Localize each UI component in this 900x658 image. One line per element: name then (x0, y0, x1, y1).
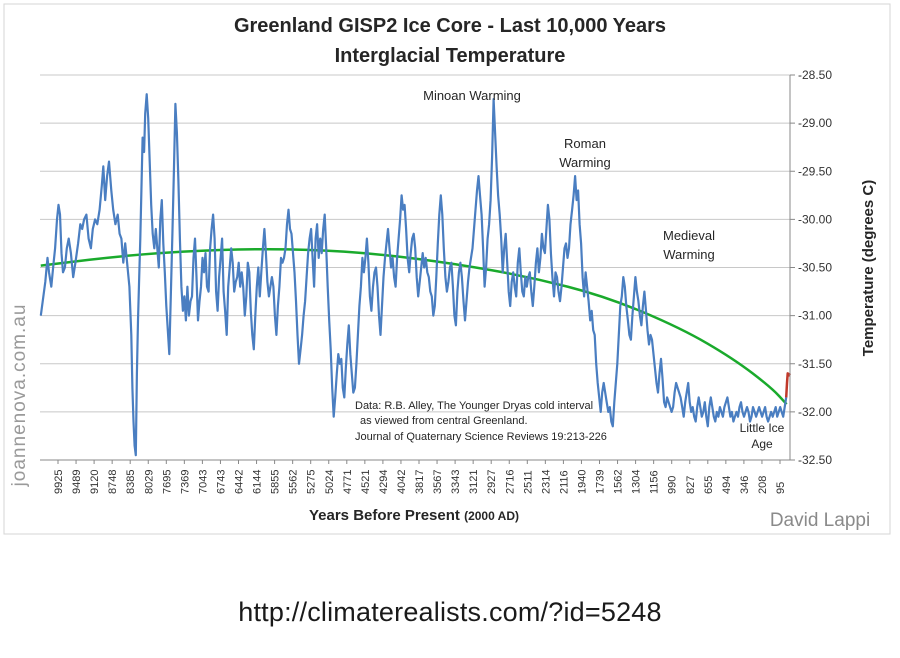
author-credit: David Lappi (770, 510, 870, 531)
chart-title: Greenland GISP2 Ice Core - Last 10,000 Y… (234, 15, 666, 37)
x-tick-label: 7695 (161, 470, 173, 494)
y-tick-label: -30.50 (798, 261, 832, 275)
x-tick-label: 494 (721, 476, 733, 494)
x-tick-label: 1562 (613, 470, 625, 494)
annotations: Minoan Warming Roman Warming Medieval Warm… (355, 88, 785, 451)
annotation-roman-line: Warming (559, 155, 611, 170)
x-tick-label: 5562 (288, 470, 300, 494)
x-tick-label: 8748 (107, 470, 119, 494)
x-axis-label: Years Before Present (2000 AD) (309, 507, 519, 524)
source-line: Journal of Quaternary Science Reviews 19… (355, 431, 607, 443)
y-tick-label: -32.00 (798, 405, 832, 419)
x-tick-label: 7043 (197, 470, 209, 494)
x-tick-label: 5855 (270, 470, 282, 494)
annotation-minoan: Minoan Warming (423, 88, 521, 103)
x-tick-label: 1156 (649, 470, 661, 494)
x-tick-label: 3343 (450, 470, 462, 494)
ice-core-chart: Greenland GISP2 Ice Core - Last 10,000 Y… (3, 3, 891, 535)
x-tick-label: 1940 (576, 470, 588, 494)
x-tick-label: 9120 (89, 470, 101, 494)
x-tick-label: 4521 (360, 470, 372, 494)
source-line: as viewed from central Greenland. (360, 415, 528, 427)
x-tick-label: 8385 (125, 470, 137, 494)
y-ticks: -28.50 -29.00 -29.50 -30.00 -30.50 -31.00 -31.… (790, 68, 832, 467)
modern-warming-segment (784, 372, 792, 398)
y-tick-label: -29.00 (798, 116, 832, 130)
x-tick-label: 7369 (179, 470, 191, 494)
source-url[interactable]: http://climaterealists.com/?id=5248 (238, 597, 662, 627)
x-tick-label: 6442 (234, 470, 246, 494)
y-tick-label: -31.50 (798, 357, 832, 371)
chart-subtitle: Interglacial Temperature (335, 45, 566, 67)
annotation-lia-line: Age (751, 437, 773, 451)
x-tick-label: 9925 (53, 470, 65, 494)
trend-line-group (40, 247, 788, 406)
y-axis-label: Temperature (degrees C) (860, 180, 877, 356)
trend-line (40, 247, 788, 406)
annotation-medieval: Medieval Warming (663, 228, 715, 262)
x-tick-label: 2511 (522, 470, 534, 494)
x-tick-label: 208 (757, 476, 769, 494)
annotation-medieval-line: Medieval (663, 228, 715, 243)
x-tick-label: 5275 (306, 470, 318, 494)
x-tick-label: 9489 (71, 470, 83, 494)
watermark: joannenova.com.au (9, 304, 30, 488)
x-tick-label: 655 (703, 476, 715, 494)
x-tick-label: 827 (685, 476, 697, 494)
annotation-medieval-line: Warming (663, 247, 715, 262)
x-tick-label: 2116 (558, 470, 570, 494)
series-group (39, 93, 792, 457)
x-tick-label: 2927 (486, 470, 498, 494)
x-tick-label: 3121 (468, 470, 480, 494)
y-tick-label: -28.50 (798, 68, 832, 82)
annotation-minoan-line: Minoan Warming (423, 88, 521, 103)
x-tick-label: 346 (739, 476, 751, 494)
x-tick-label: 3567 (432, 470, 444, 494)
x-tick-label: 4294 (378, 470, 390, 494)
x-tick-label: 95 (775, 482, 787, 494)
annotation-source: Data: R.B. Alley, The Younger Dryas cold… (355, 400, 607, 443)
annotation-lia-line: Little Ice (740, 421, 785, 435)
y-tick-label: -30.00 (798, 212, 832, 226)
x-tick-label: 3817 (414, 470, 426, 494)
x-axis-label-main: Years Before Present (309, 507, 460, 524)
x-tick-label: 4042 (396, 470, 408, 494)
x-tick-label: 1739 (595, 470, 607, 494)
x-tick-label: 2314 (540, 470, 552, 494)
source-line: Data: R.B. Alley, The Younger Dryas cold… (355, 400, 593, 412)
annotation-roman: Roman Warming (559, 136, 611, 170)
y-tick-label: -29.50 (798, 164, 832, 178)
x-tick-label: 990 (667, 476, 679, 494)
annotation-little-ice-age: Little Ice Age (740, 421, 785, 451)
x-tick-label: 2716 (504, 470, 516, 494)
x-tick-label: 6743 (215, 470, 227, 494)
x-tick-label: 4771 (342, 470, 354, 494)
annotation-roman-line: Roman (564, 136, 606, 151)
x-tick-label: 8029 (143, 470, 155, 494)
x-tick-label: 5024 (324, 470, 336, 494)
x-axis-label-suffix: (2000 AD) (464, 509, 519, 523)
y-tick-label: -31.00 (798, 309, 832, 323)
x-tick-label: 1304 (631, 470, 643, 494)
chart-border (3, 3, 891, 535)
chart-frame: Greenland GISP2 Ice Core - Last 10,000 Y… (3, 3, 891, 535)
x-ticks: 9925 9489 9120 8748 8385 8029 7695 7369 7043 6743… (53, 460, 787, 494)
x-tick-label: 6144 (252, 470, 264, 494)
y-tick-label: -32.50 (798, 453, 832, 467)
temperature-series-line (39, 93, 788, 457)
